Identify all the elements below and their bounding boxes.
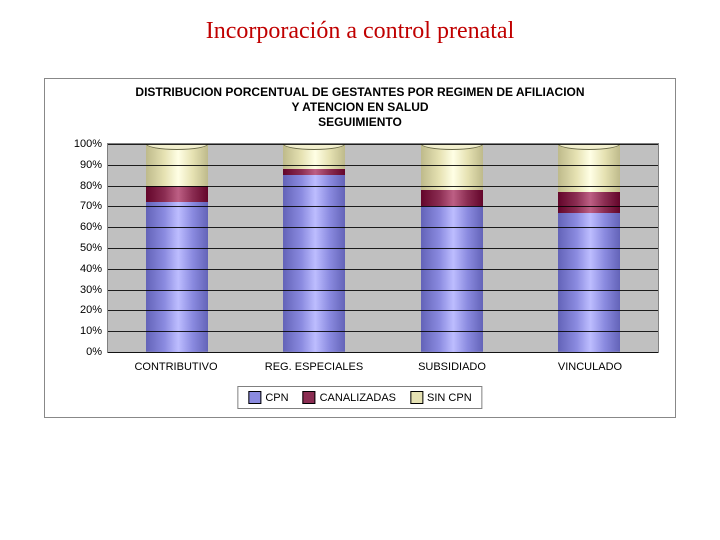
y-tick-label: 90% [80,159,108,171]
gridline [108,227,658,228]
bar-segment-cpn [146,202,208,352]
bar-segment-canalizadas [146,186,208,203]
legend: CPN CANALIZADAS SIN CPN [237,386,482,409]
x-tick-label: SUBSIDIADO [397,361,507,373]
plot-wrap: 0%10%20%30%40%50%60%70%80%90%100% [107,143,659,353]
y-tick-label: 30% [80,284,108,296]
legend-item-canalizadas: CANALIZADAS [303,391,396,404]
gridline [108,331,658,332]
gridline [108,290,658,291]
gridline [108,206,658,207]
bar-segment-canalizadas [558,192,620,213]
chart-title: DISTRIBUCION PORCENTUAL DE GESTANTES POR… [45,79,675,134]
gridline [108,248,658,249]
chart-title-line: Y ATENCION EN SALUD [53,100,667,115]
x-tick-label: REG. ESPECIALES [259,361,369,373]
legend-label: CPN [265,392,288,404]
x-axis-labels: CONTRIBUTIVO REG. ESPECIALES SUBSIDIADO VIN… [107,361,659,373]
y-tick-label: 10% [80,325,108,337]
legend-label: CANALIZADAS [320,392,396,404]
y-tick-label: 70% [80,200,108,212]
y-tick-label: 60% [80,221,108,233]
y-tick-label: 50% [80,242,108,254]
legend-swatch [248,391,261,404]
gridline [108,310,658,311]
y-tick-label: 0% [86,346,108,358]
y-tick-label: 100% [74,138,108,150]
y-tick-label: 20% [80,304,108,316]
gridline [108,165,658,166]
chart-frame: DISTRIBUCION PORCENTUAL DE GESTANTES POR… [44,78,676,418]
slide-title: Incorporación a control prenatal [0,18,720,45]
y-tick-label: 40% [80,263,108,275]
chart-title-line: SEGUIMIENTO [53,115,667,130]
x-tick-label: VINCULADO [535,361,645,373]
legend-item-sin_cpn: SIN CPN [410,391,472,404]
gridline [108,186,658,187]
x-tick-label: CONTRIBUTIVO [121,361,231,373]
bar-segment-cpn [421,206,483,352]
gridline [108,269,658,270]
bar-segment-cpn [283,175,345,352]
chart-title-line: DISTRIBUCION PORCENTUAL DE GESTANTES POR… [53,85,667,100]
gridline [108,144,658,145]
gridline [108,352,658,353]
plot-area: 0%10%20%30%40%50%60%70%80%90%100% [107,143,659,353]
legend-swatch [303,391,316,404]
y-tick-label: 80% [80,180,108,192]
bar-segment-canalizadas [421,190,483,207]
slide: Incorporación a control prenatal DISTRIB… [0,0,720,540]
bar-segment-sin_cpn [421,144,483,190]
legend-item-cpn: CPN [248,391,288,404]
legend-swatch [410,391,423,404]
legend-label: SIN CPN [427,392,472,404]
